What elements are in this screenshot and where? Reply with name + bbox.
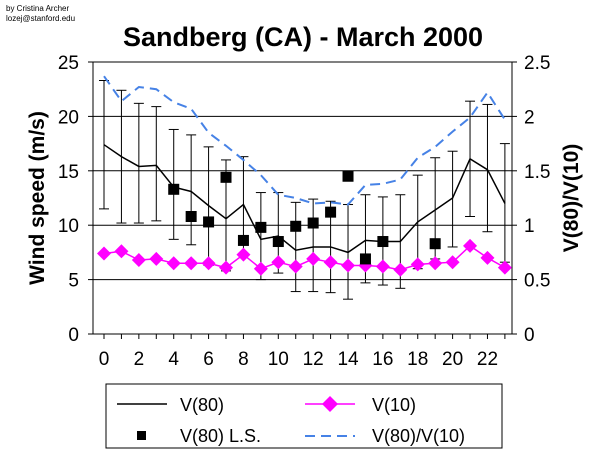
series-line-v80-v10-ratio xyxy=(103,75,506,206)
y-axis-label: Wind speed (m/s) xyxy=(26,111,49,285)
point-v80-ls-5 xyxy=(185,210,197,222)
x-tick-label-16: 16 xyxy=(372,349,393,370)
point-v10-9 xyxy=(253,261,268,276)
x-tick-label-8: 8 xyxy=(238,349,249,370)
point-v80-ls-15 xyxy=(359,253,371,265)
legend: V(80) V(10) V(80) L.S. V(80)/V(10) xyxy=(105,383,503,449)
credit-author: by Cristina Archer xyxy=(6,4,69,13)
point-v10-12 xyxy=(306,251,321,266)
point-v10-7 xyxy=(219,260,234,275)
point-v10-17 xyxy=(393,262,408,277)
point-v10-19 xyxy=(428,256,443,271)
point-v80-ls-6 xyxy=(203,216,215,228)
x-tick-label-18: 18 xyxy=(407,349,428,370)
y-tick-label-20: 20 xyxy=(58,107,79,128)
point-v10-22 xyxy=(480,250,495,265)
point-v80-ls-19 xyxy=(429,238,441,250)
x-tick-label-10: 10 xyxy=(268,349,289,370)
point-v10-20 xyxy=(445,255,460,270)
point-v80-ls-4 xyxy=(168,183,180,195)
legend-label-v10: V(10) xyxy=(372,395,416,415)
plot-area: 0 5 10 15 20 25 0 0.5 1 1.5 2 2.5 0 2 4 6 8 10 12 14 16 18 20 2… xyxy=(58,53,551,370)
legend-box xyxy=(105,383,503,449)
series-line-v80 xyxy=(103,144,506,254)
x-tick-label-20: 20 xyxy=(442,349,463,370)
y2-tick-label-1.5: 1.5 xyxy=(524,162,550,183)
x-tick-label-6: 6 xyxy=(203,349,214,370)
y2-axis-label: V(80)/V(10) xyxy=(560,144,583,253)
legend-label-ratio: V(80)/V(10) xyxy=(372,426,465,446)
point-v10-23 xyxy=(497,260,512,275)
x-tick-label-22: 22 xyxy=(477,349,498,370)
y2-tick-label-0.5: 0.5 xyxy=(524,271,550,292)
legend-label-v80-ls: V(80) L.S. xyxy=(180,426,261,446)
point-v10-14 xyxy=(341,258,356,273)
point-v80-ls-13 xyxy=(325,206,337,218)
x-tick-label-2: 2 xyxy=(134,349,145,370)
y-tick-label-0: 0 xyxy=(68,325,79,346)
point-v10-11 xyxy=(288,259,303,274)
y2-tick-label-1: 1 xyxy=(524,216,535,237)
point-v80-ls-9 xyxy=(255,221,267,233)
legend-label-v80: V(80) xyxy=(180,395,224,415)
y2-tick-label-0: 0 xyxy=(524,325,535,346)
point-v10-4 xyxy=(166,256,181,271)
y-tick-label-10: 10 xyxy=(58,216,79,237)
point-v10-5 xyxy=(184,256,199,271)
point-v80-ls-12 xyxy=(307,217,319,229)
credit-email: lozej@stanford.edu xyxy=(6,14,75,23)
x-tick-label-4: 4 xyxy=(168,349,179,370)
point-v10-18 xyxy=(410,257,425,272)
point-v80-ls-14 xyxy=(342,170,354,182)
chart-title: Sandberg (CA) - March 2000 xyxy=(123,22,483,52)
point-v10-21 xyxy=(463,238,478,253)
y-tick-label-25: 25 xyxy=(58,53,79,74)
point-v80-ls-7 xyxy=(220,171,232,183)
point-v80-ls-8 xyxy=(237,234,249,246)
y2-tick-label-2.5: 2.5 xyxy=(524,53,550,74)
x-tick-label-14: 14 xyxy=(337,349,359,370)
point-v10-16 xyxy=(375,259,390,274)
x-tick-label-12: 12 xyxy=(303,349,324,370)
legend-swatch-v10-marker xyxy=(322,396,338,412)
x-tick-label-0: 0 xyxy=(99,349,110,370)
point-v10-6 xyxy=(201,256,216,271)
point-v10-13 xyxy=(323,255,338,270)
point-v80-ls-16 xyxy=(377,236,389,248)
point-v10-2 xyxy=(131,253,146,268)
point-v10-3 xyxy=(149,251,164,266)
point-v10-10 xyxy=(271,255,286,270)
point-v10-8 xyxy=(236,247,251,262)
point-v10-1 xyxy=(114,244,129,259)
y2-tick-label-2: 2 xyxy=(524,107,535,128)
y-tick-label-5: 5 xyxy=(68,271,79,292)
point-v10-0 xyxy=(97,246,111,261)
point-v80-ls-11 xyxy=(290,220,302,232)
point-v80-ls-10 xyxy=(272,236,284,248)
y-tick-label-15: 15 xyxy=(58,162,79,183)
legend-swatch-v80-ls xyxy=(137,431,146,440)
